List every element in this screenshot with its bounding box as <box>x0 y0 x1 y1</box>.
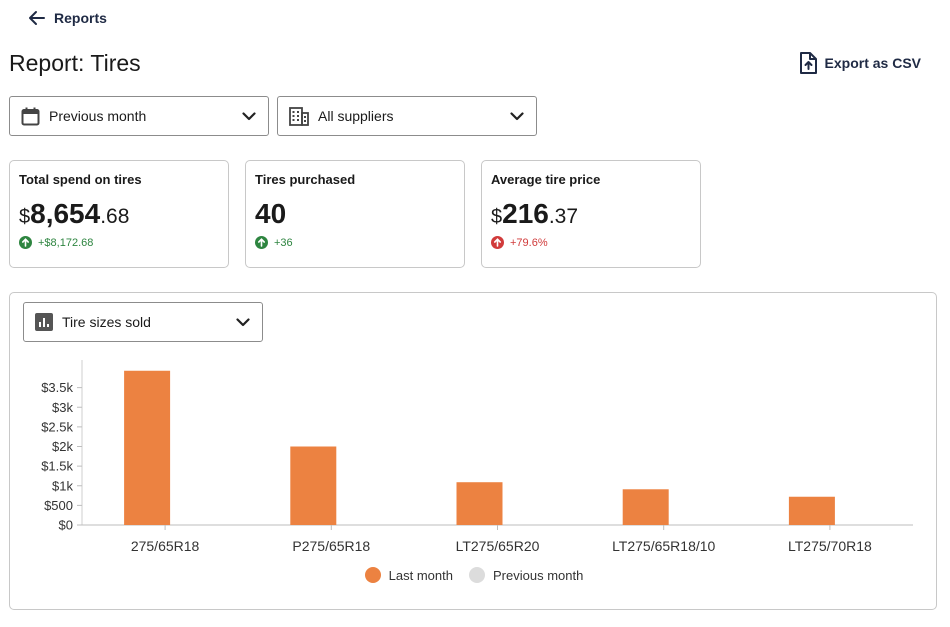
export-csv-button[interactable]: Export as CSV <box>799 52 921 74</box>
y-tick-label: $3.5k <box>41 380 73 395</box>
bar-last-month <box>124 370 171 525</box>
stat-change-value: +$8,172.68 <box>38 236 94 249</box>
stat-change: +36 <box>255 236 455 249</box>
y-tick-label: $1.5k <box>41 459 73 474</box>
stat-decimal: .68 <box>100 205 130 228</box>
y-tick-label: $1k <box>52 478 73 493</box>
supplier-select[interactable]: All suppliers <box>277 96 537 136</box>
file-upload-icon <box>799 52 817 74</box>
bar-last-month <box>290 446 337 525</box>
stat-card-tires-purchased: Tires purchased 40 +36 <box>245 160 465 268</box>
x-tick-label: P275/65R18 <box>292 538 370 554</box>
chart-type-select[interactable]: Tire sizes sold <box>23 302 263 342</box>
legend-swatch-last-month <box>364 567 381 583</box>
legend-label: Last month <box>388 567 453 583</box>
stat-decimal: .37 <box>548 205 579 228</box>
x-tick-label: LT275/65R20 <box>456 538 540 554</box>
chart-type-value: Tire sizes sold <box>62 314 151 330</box>
x-tick-label: LT275/65R18/10 <box>612 538 715 554</box>
calendar-icon <box>21 107 40 125</box>
stat-change-value: +36 <box>274 236 293 249</box>
stat-currency: $ <box>491 206 503 228</box>
stat-title: Average tire price <box>491 172 601 187</box>
back-link-label: Reports <box>54 10 107 26</box>
page-title: Report: Tires <box>9 50 141 76</box>
y-tick-label: $2k <box>52 439 73 454</box>
y-tick-label: $500 <box>44 498 73 513</box>
x-tick-label: 275/65R18 <box>131 538 200 554</box>
bar-last-month <box>788 496 835 525</box>
y-tick-label: $0 <box>59 518 73 533</box>
chevron-down-icon <box>510 111 524 120</box>
stat-change-value: +79.6% <box>510 236 548 249</box>
bar-last-month <box>622 489 669 525</box>
stat-whole: 8,654 <box>30 198 101 229</box>
x-tick-label: LT275/70R18 <box>788 538 872 554</box>
legend-item-previous-month[interactable]: Previous month <box>469 567 583 583</box>
stat-value: $216.37 <box>491 197 691 234</box>
chevron-down-icon <box>236 317 250 326</box>
tire-sizes-bar-chart: $0 $500 $1k $1.5k $2k $2.5k $3k $3.5k 275/65R18 P… <box>41 360 913 554</box>
supplier-select-value: All suppliers <box>318 108 394 124</box>
arrow-up-circle-icon <box>491 236 504 249</box>
legend-swatch-previous-month <box>469 567 485 583</box>
stat-change: +79.6% <box>491 236 691 249</box>
arrow-up-circle-icon <box>19 236 32 249</box>
period-select[interactable]: Previous month <box>9 96 269 136</box>
y-tick-label: $3k <box>52 400 73 415</box>
bar-chart-icon <box>35 313 53 331</box>
stat-currency: $ <box>19 206 31 228</box>
stat-value: 40 <box>255 197 455 234</box>
stat-value: $8,654.68 <box>19 197 219 234</box>
back-to-reports-link[interactable]: Reports <box>28 10 107 26</box>
stat-title: Total spend on tires <box>19 172 142 187</box>
y-tick-label: $2.5k <box>41 419 73 434</box>
bar-last-month <box>456 482 503 525</box>
period-select-value: Previous month <box>49 108 147 124</box>
stat-change: +$8,172.68 <box>19 236 219 249</box>
arrow-left-icon <box>29 11 45 25</box>
arrow-up-circle-icon <box>255 236 268 249</box>
legend-label: Previous month <box>493 567 584 583</box>
chart-legend: Last month Previous month <box>10 567 938 583</box>
chart-panel: Tire sizes sold $0 $500 $1k $1.5k $2k $2.5k $3… <box>9 292 937 610</box>
export-label: Export as CSV <box>824 55 921 71</box>
legend-item-last-month[interactable]: Last month <box>364 567 453 583</box>
building-icon <box>289 106 309 126</box>
stat-whole: 40 <box>255 198 287 229</box>
chevron-down-icon <box>242 111 256 120</box>
stat-card-average-price: Average tire price $216.37 +79.6% <box>481 160 701 268</box>
stat-title: Tires purchased <box>255 172 356 187</box>
stat-whole: 216 <box>502 198 549 229</box>
stat-card-total-spend: Total spend on tires $8,654.68 +$8,172.6… <box>9 160 229 268</box>
